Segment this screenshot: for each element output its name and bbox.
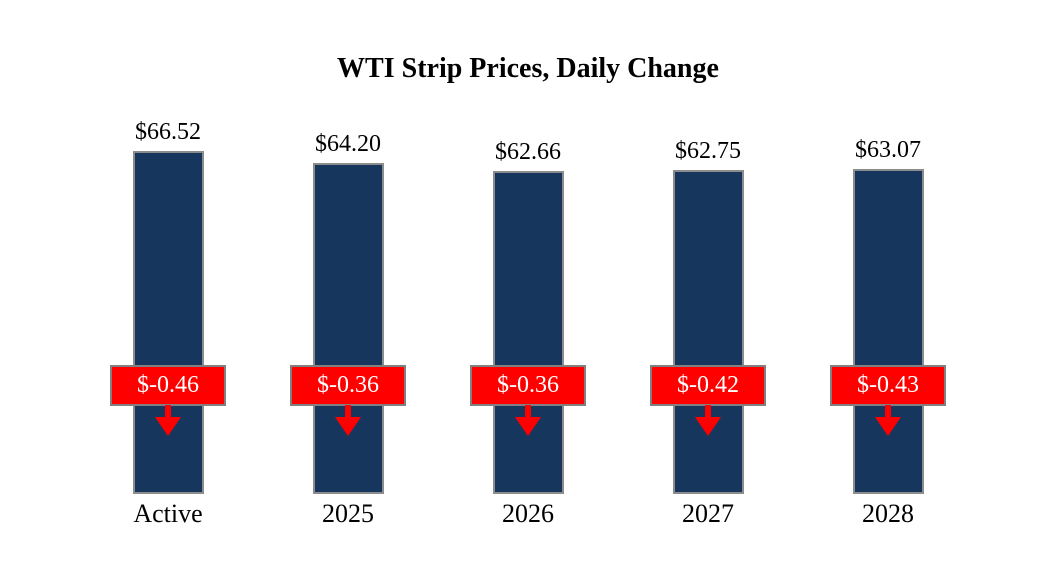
category-label: 2027	[682, 499, 734, 528]
bar-group: $63.07 $-0.43 2028	[798, 0, 978, 576]
bar-group: $66.52 $-0.46 Active	[78, 0, 258, 576]
category-label: Active	[133, 499, 203, 528]
price-label: $62.75	[675, 138, 741, 164]
bar-group: $62.66 $-0.36 2026	[438, 0, 618, 576]
change-label: $-0.42	[677, 372, 739, 398]
change-label: $-0.43	[857, 372, 919, 398]
chart-title: WTI Strip Prices, Daily Change	[337, 53, 719, 84]
change-label: $-0.36	[497, 372, 559, 398]
change-badge: $-0.42	[650, 365, 766, 406]
price-label: $62.66	[495, 139, 561, 165]
down-arrow-icon	[335, 405, 361, 436]
price-label: $66.52	[135, 119, 201, 145]
bar	[492, 171, 564, 494]
price-label: $63.07	[855, 137, 921, 163]
bar	[672, 170, 744, 494]
category-label: 2025	[322, 499, 374, 528]
bar-group: $62.75 $-0.42 2027	[618, 0, 798, 576]
bar	[132, 151, 204, 494]
change-label: $-0.46	[137, 372, 199, 398]
bar	[312, 163, 384, 494]
category-label: 2028	[862, 499, 914, 528]
category-label: 2026	[502, 499, 554, 528]
change-badge: $-0.36	[470, 365, 586, 406]
down-arrow-icon	[875, 405, 901, 436]
price-label: $64.20	[315, 131, 381, 157]
change-label: $-0.36	[317, 372, 379, 398]
change-badge: $-0.43	[830, 365, 946, 406]
change-badge: $-0.46	[110, 365, 226, 406]
down-arrow-icon	[515, 405, 541, 436]
bar	[852, 169, 924, 494]
change-badge: $-0.36	[290, 365, 406, 406]
down-arrow-icon	[155, 405, 181, 436]
down-arrow-icon	[695, 405, 721, 436]
bar-group: $64.20 $-0.36 2025	[258, 0, 438, 576]
